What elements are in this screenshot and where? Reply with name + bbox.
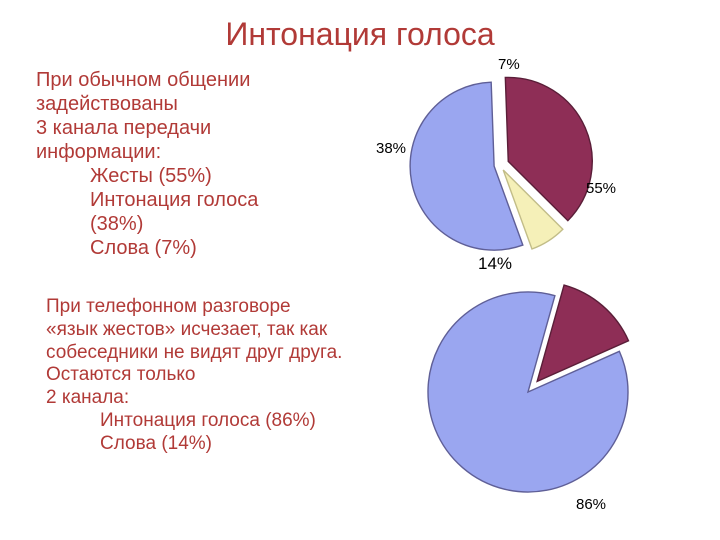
chart-value-label: 38% — [376, 140, 406, 157]
chart-value-label: 86% — [576, 496, 606, 513]
chart-value-label: 7% — [498, 56, 520, 73]
chart-value-label: 55% — [586, 180, 616, 197]
pie-charts-svg — [0, 0, 720, 540]
chart-value-label: 14% — [478, 254, 512, 274]
